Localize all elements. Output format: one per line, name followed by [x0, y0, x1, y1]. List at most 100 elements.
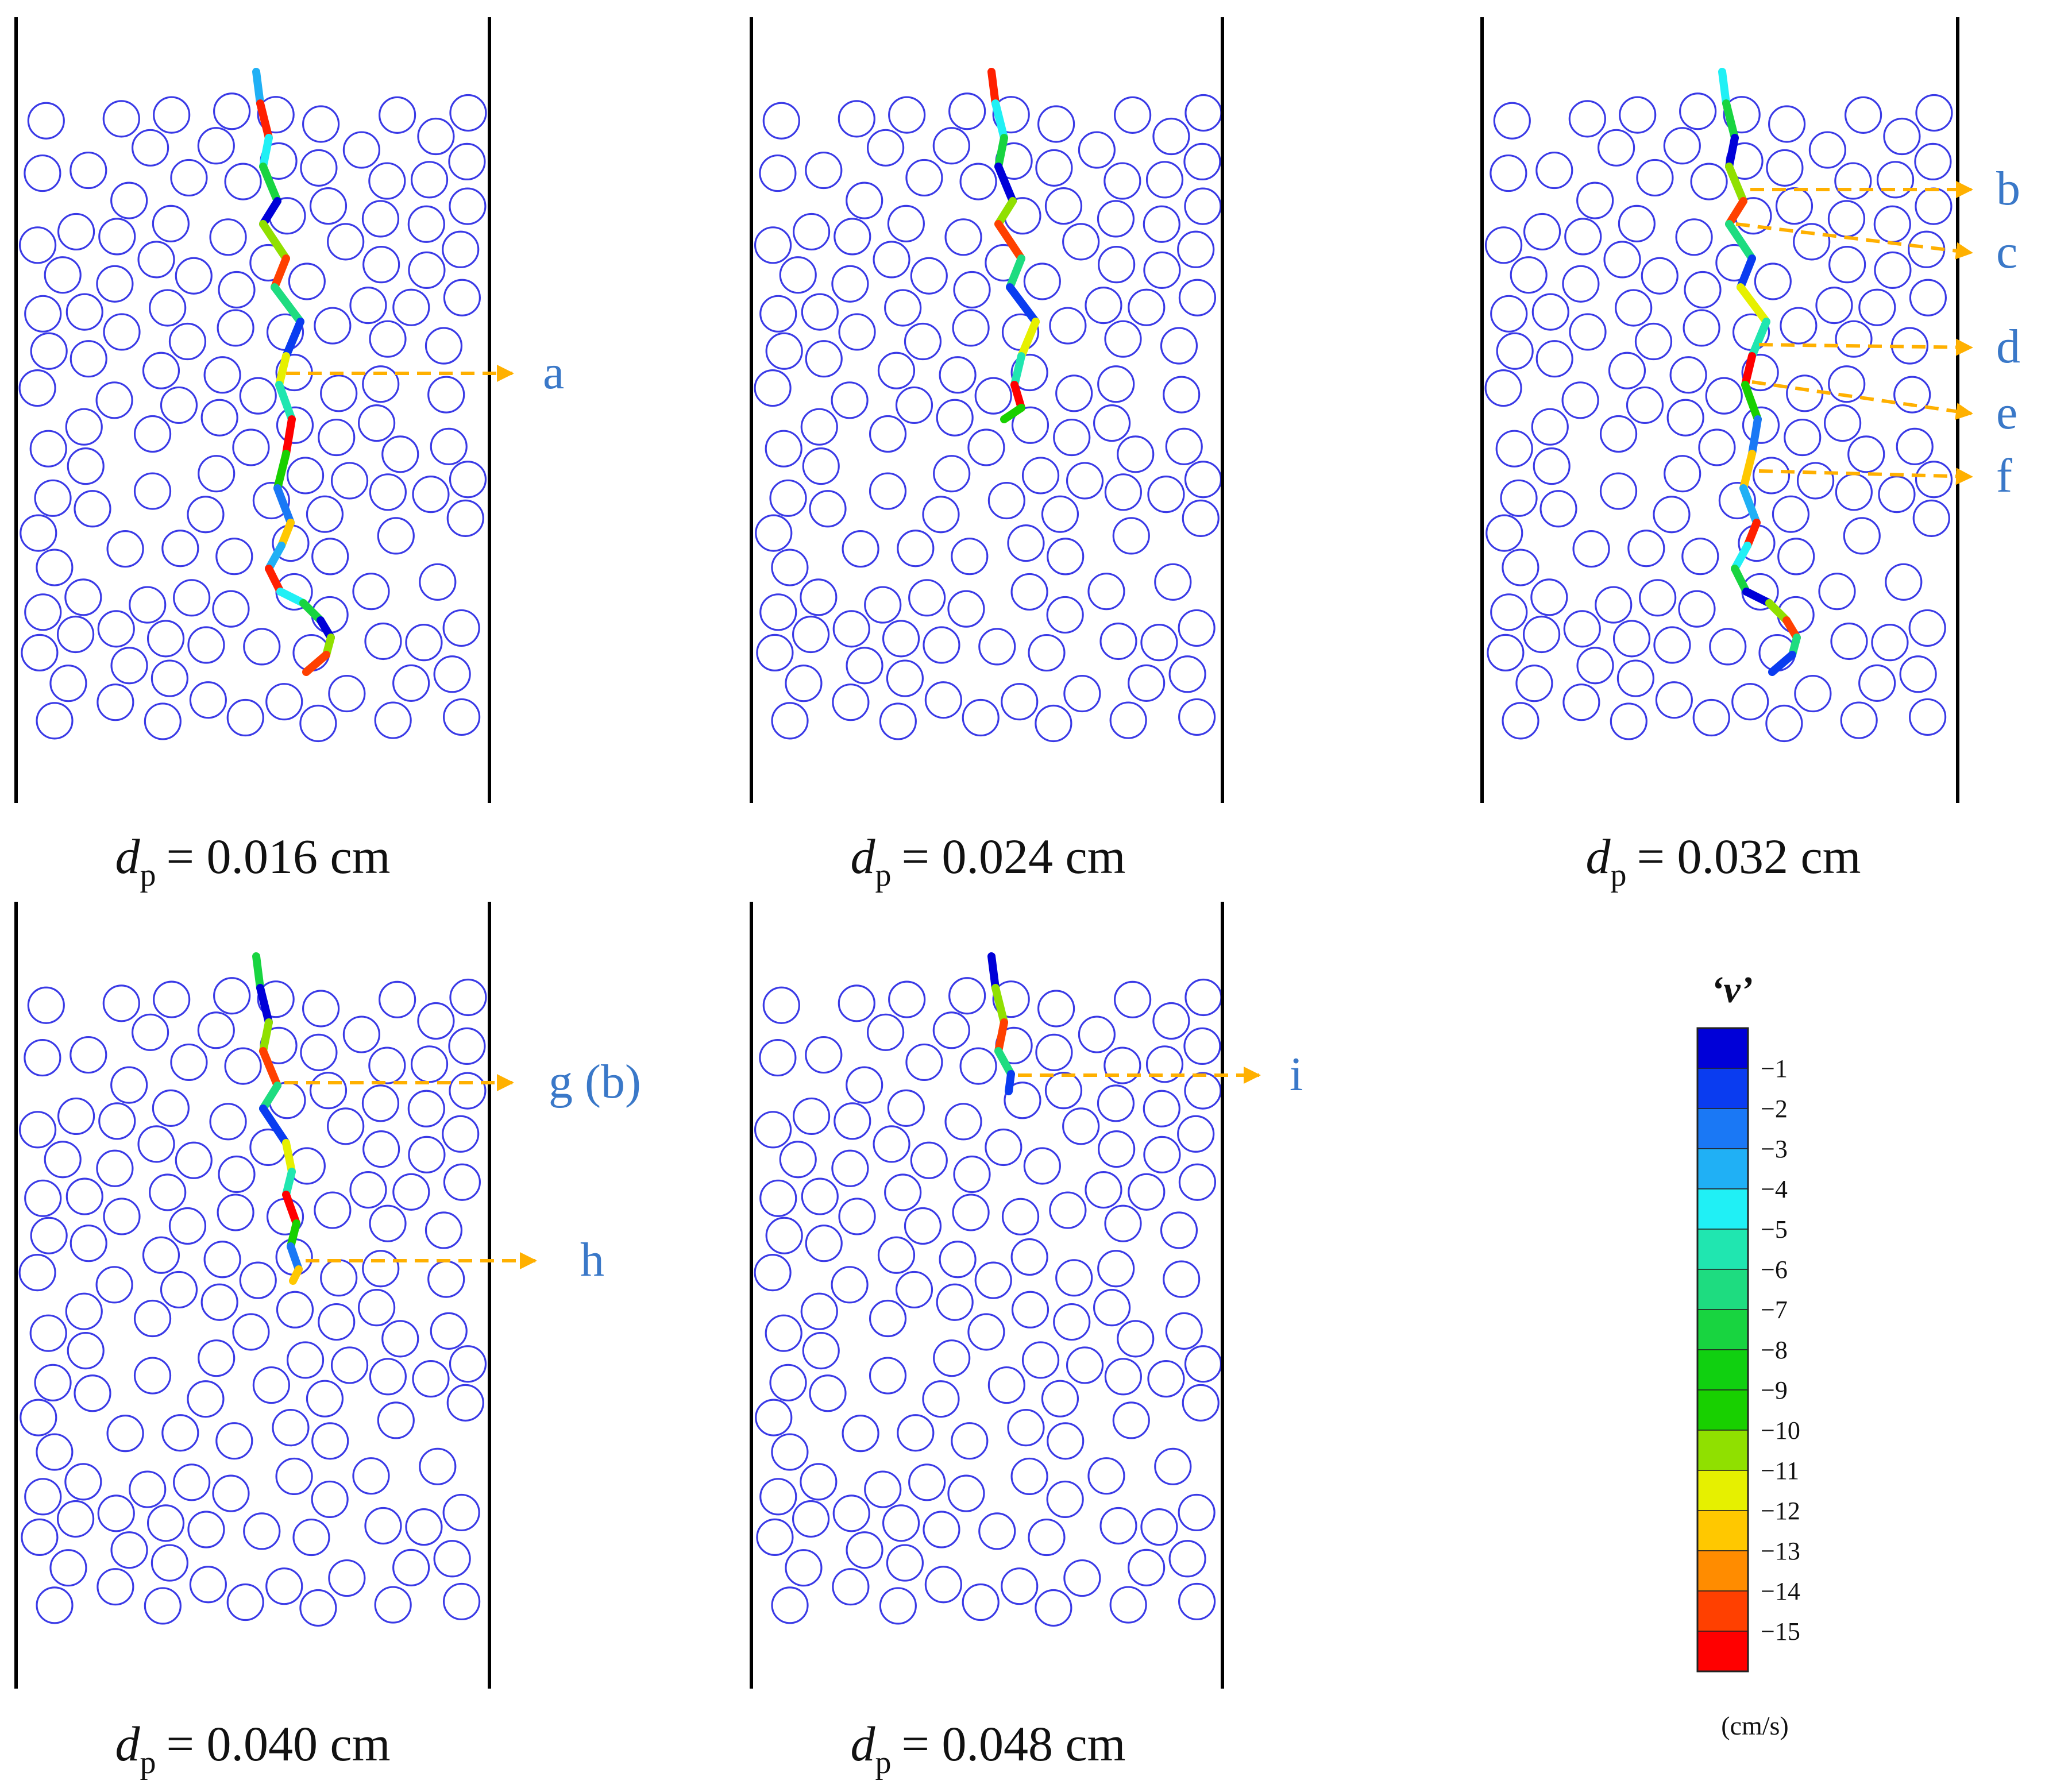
caption-variable: d — [850, 829, 875, 884]
flow-segment — [259, 220, 290, 262]
particle-circle — [1808, 131, 1847, 169]
flow-segment — [1010, 352, 1025, 389]
caption-value: = 0.048 cm — [901, 1716, 1125, 1771]
particle-circle — [1893, 376, 1931, 414]
particle-circle — [187, 496, 225, 534]
particle-circle — [1830, 622, 1868, 661]
particle-circle — [374, 701, 412, 739]
particle-circle — [1827, 200, 1866, 238]
flow-segment — [1722, 99, 1739, 142]
point-label: d — [1996, 320, 2020, 373]
flow-segment — [259, 197, 281, 228]
particle-circle — [939, 356, 977, 394]
particle-circle — [897, 1414, 935, 1452]
particle-circle — [1493, 102, 1531, 140]
particle-circle — [1709, 628, 1747, 666]
particle-circle — [1099, 1507, 1137, 1545]
flow-path — [1718, 68, 1801, 676]
label-arrow — [1758, 468, 1973, 485]
particle-circle — [151, 659, 189, 697]
particles — [18, 92, 487, 743]
particle-circle — [412, 476, 450, 513]
particle-circle — [1035, 1589, 1072, 1627]
particle-circle — [442, 609, 480, 647]
particle-circle — [869, 1357, 907, 1395]
particle-circle — [974, 1261, 1012, 1299]
particle-circle — [785, 665, 823, 702]
particle-circle — [922, 1380, 960, 1418]
particle-circle — [417, 117, 455, 156]
particle-circle — [1915, 94, 1953, 132]
particle-circle — [448, 142, 486, 181]
particle-circle — [97, 683, 134, 721]
flow-segment — [259, 1104, 290, 1147]
particle-circle — [888, 96, 926, 134]
particle-circle — [1563, 610, 1601, 648]
particle-circle — [200, 1283, 238, 1321]
particle-circle — [443, 279, 481, 316]
particle-circle — [832, 1494, 870, 1532]
particle-circle — [189, 681, 227, 719]
particle-circle — [161, 1414, 199, 1452]
colorbar-title: ‘v’ — [1711, 969, 1753, 1011]
particle-circle — [1608, 352, 1646, 389]
particle-circle — [430, 427, 468, 465]
particle-circle — [175, 257, 213, 295]
particle-circle — [265, 1567, 303, 1605]
particles — [754, 92, 1222, 743]
particle-circle — [1564, 218, 1602, 256]
particle-circle — [29, 1314, 67, 1352]
panel-caption: dp = 0.024 cm — [850, 829, 1125, 893]
particle-circle — [265, 683, 303, 721]
particle-circle — [74, 490, 111, 528]
particle-circle — [831, 1266, 869, 1304]
particle-circle — [1011, 1291, 1049, 1328]
particle-circle — [846, 1531, 883, 1569]
colorbar-tick-label: −11 — [1761, 1457, 1799, 1485]
particle-circle — [67, 1331, 105, 1370]
particle-circle — [953, 1155, 991, 1194]
particle-circle — [1502, 702, 1539, 740]
particle-circle — [1097, 1084, 1135, 1122]
flow-segment — [282, 1191, 300, 1227]
particle-circle — [1055, 374, 1093, 412]
colorbar-swatch — [1697, 1510, 1749, 1551]
flow-path — [987, 68, 1040, 423]
particle-circle — [1001, 1567, 1039, 1605]
particle-circle — [131, 129, 169, 167]
particle-circle — [215, 538, 253, 576]
particle-circle — [1768, 105, 1806, 143]
particle-circle — [924, 681, 962, 719]
particle-circle — [361, 200, 400, 238]
particle-circle — [369, 473, 407, 511]
particle-circle — [224, 1047, 262, 1085]
particle-circle — [1885, 563, 1923, 601]
particle-circle — [1679, 92, 1717, 130]
particle-circle — [801, 293, 839, 331]
particle-circle — [800, 1292, 838, 1330]
particle-circle — [200, 399, 238, 437]
particle-circle — [1742, 406, 1780, 444]
particle-circle — [1184, 978, 1222, 1017]
particle-circle — [805, 1036, 843, 1074]
particle-circle — [314, 1191, 352, 1229]
particle-circle — [369, 1204, 407, 1242]
particle-circle — [417, 1002, 455, 1040]
particle-circle — [377, 1401, 415, 1439]
point-label: c — [1996, 225, 2017, 279]
particle-circle — [809, 1374, 847, 1412]
particle-circle — [362, 246, 400, 284]
particle-circle — [897, 530, 935, 567]
particle-circle — [1533, 447, 1571, 485]
particle-circle — [974, 377, 1012, 415]
particle-circle — [1097, 365, 1135, 403]
particle-circle — [978, 628, 1016, 666]
particle-circle — [27, 986, 65, 1024]
particle-circle — [1692, 698, 1730, 737]
particle-circle — [1597, 129, 1635, 167]
colorbar-swatch — [1697, 1309, 1749, 1350]
particle-circle — [1515, 665, 1553, 702]
particle-circle — [1104, 1358, 1142, 1396]
flow-path — [252, 952, 303, 1285]
